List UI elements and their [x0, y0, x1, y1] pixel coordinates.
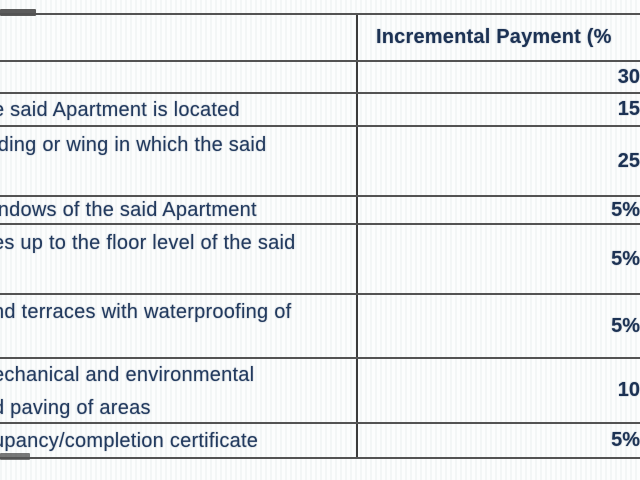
table-row: 30 — [0, 60, 640, 92]
payment-value: 5% — [611, 198, 640, 221]
milestone-cell: es up to the floor level of the said — [0, 225, 358, 293]
table-row: echanical and environmental d paving of … — [0, 357, 640, 422]
milestone-header-cell — [0, 15, 358, 60]
payment-cell: 5% — [358, 424, 640, 457]
milestone-cell: echanical and environmental d paving of … — [0, 359, 358, 422]
milestone-text: nd terraces with waterproofing of — [0, 301, 292, 323]
payment-cell: 30 — [358, 62, 640, 92]
payment-cell: 5% — [358, 197, 640, 223]
table-row: lding or wing in which the said 25 — [0, 125, 640, 195]
payment-cell: 15 — [358, 94, 640, 125]
payment-value: 10 — [617, 379, 640, 401]
table-header-row: Incremental Payment (% — [0, 15, 640, 60]
payment-cell: 25 — [358, 127, 640, 195]
payment-value: 15 — [617, 98, 640, 120]
payment-column-header-label: Incremental Payment (% — [376, 26, 612, 48]
payment-cell: 5% — [358, 295, 640, 357]
milestone-text: indows of the said Apartment — [0, 199, 257, 221]
payment-value: 5% — [611, 247, 640, 270]
milestone-cell: upancy/completion certificate — [0, 424, 358, 457]
milestone-text: lding or wing in which the said — [0, 134, 267, 156]
milestone-cell: lding or wing in which the said — [0, 127, 358, 195]
payment-schedule-table: Incremental Payment (% 30 e said Apartme… — [0, 13, 640, 459]
payment-value: 5% — [611, 429, 640, 451]
payment-cell: 5% — [358, 225, 640, 293]
clipped-border-fragment-top — [0, 9, 36, 16]
milestone-text: upancy/completion certificate — [0, 429, 259, 452]
milestone-text: es up to the floor level of the said — [0, 232, 296, 254]
table-row: indows of the said Apartment 5% — [0, 195, 640, 223]
table-row: upancy/completion certificate 5% — [0, 422, 640, 457]
milestone-text: e said Apartment is located — [0, 98, 240, 121]
milestone-text-line2: d paving of areas — [0, 397, 151, 419]
payment-header-cell: Incremental Payment (% — [358, 15, 640, 60]
milestone-text: echanical and environmental — [0, 364, 255, 386]
milestone-cell: e said Apartment is located — [0, 94, 358, 125]
payment-value: 5% — [611, 314, 640, 337]
table-row: es up to the floor level of the said 5% — [0, 223, 640, 293]
table-row: nd terraces with waterproofing of 5% — [0, 293, 640, 357]
milestone-cell — [0, 62, 358, 92]
payment-value: 30 — [617, 65, 640, 88]
milestone-cell: nd terraces with waterproofing of — [0, 295, 358, 357]
payment-cell: 10 — [358, 359, 640, 422]
clipped-border-fragment-bottom — [0, 453, 30, 460]
payment-value: 25 — [617, 149, 640, 172]
milestone-cell: indows of the said Apartment — [0, 197, 358, 223]
table-row: e said Apartment is located 15 — [0, 92, 640, 125]
